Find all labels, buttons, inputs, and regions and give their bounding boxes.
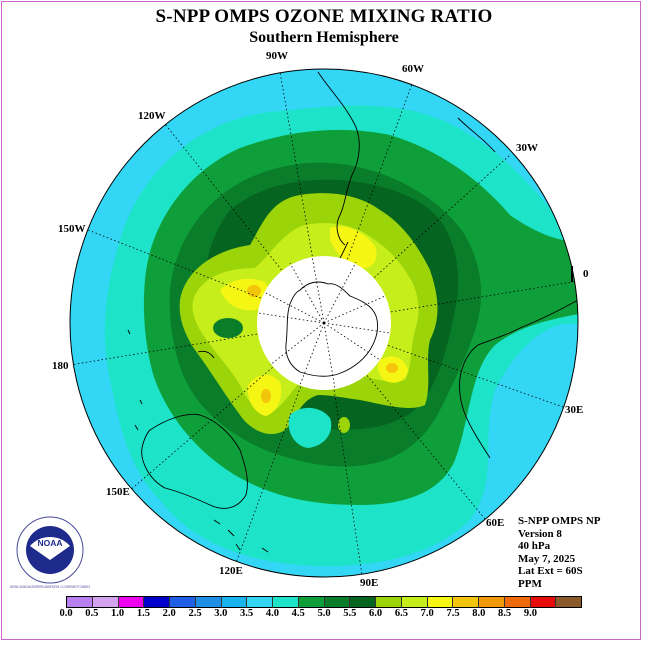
graticule — [70, 71, 578, 576]
colorbar-tick-label: 7.5 — [446, 608, 460, 619]
colorbar-swatch — [92, 597, 119, 607]
colorbar-swatch — [401, 597, 428, 607]
colorbar-swatch — [530, 597, 557, 607]
colorbar-swatch — [324, 597, 351, 607]
lon-label-120e: 120E — [219, 565, 243, 577]
colorbar-tick-label: 8.0 — [472, 608, 486, 619]
colorbar-tick-label: 0.0 — [59, 608, 73, 619]
australia-outline — [141, 413, 248, 509]
colorbar-tick-label: 8.5 — [498, 608, 512, 619]
colorbar-swatch — [67, 597, 93, 607]
colorbar-swatch — [376, 597, 402, 607]
band-7-0-a — [247, 285, 261, 297]
colorbar-swatch — [273, 597, 299, 607]
colorbar-tick-label: 3.5 — [240, 608, 254, 619]
lon-label-180: 180 — [52, 360, 69, 372]
band-7-0-c — [386, 363, 398, 373]
info-lat-ext: Lat Ext = 60S — [518, 565, 583, 577]
colorbar-swatch — [195, 597, 222, 607]
new-zealand-outline — [197, 350, 215, 359]
colorbar-swatch — [350, 597, 376, 607]
colorbar-tick-label: 4.0 — [265, 608, 279, 619]
info-block: S-NPP OMPS NP Version 8 40 hPa May 7, 20… — [518, 515, 601, 590]
colorbar — [66, 596, 582, 608]
lon-label-90e: 90E — [360, 577, 379, 589]
south-pole-marker — [322, 321, 326, 325]
lon-label-0: 0 — [583, 268, 589, 280]
colorbar-tick-label: 2.5 — [188, 608, 202, 619]
colorbar-tick-label: 3.0 — [214, 608, 228, 619]
colorbar-tick-label: 4.5 — [291, 608, 305, 619]
map-subtitle: Southern Hemisphere — [249, 29, 399, 46]
colorbar-swatch — [504, 597, 531, 607]
colorbar-swatch — [479, 597, 505, 607]
low-cell-b — [288, 407, 332, 448]
colorbar-tick-label: 0.5 — [85, 608, 99, 619]
info-level: 40 hPa — [518, 540, 551, 552]
colorbar-swatch — [221, 597, 248, 607]
colorbar-tick-label: 1.0 — [111, 608, 125, 619]
islands — [127, 329, 269, 553]
colorbar-tick-label: 6.0 — [369, 608, 383, 619]
colorbar-tick-label: 1.5 — [136, 608, 150, 619]
colorbar-swatch — [118, 597, 145, 607]
lon-label-30e: 30E — [565, 404, 584, 416]
lon-label-150w: 150W — [58, 223, 86, 235]
info-date: May 7, 2025 — [518, 552, 576, 565]
band-7-0-b — [261, 389, 271, 403]
colorbar-tick-label: 5.5 — [343, 608, 357, 619]
low-cell-a — [213, 318, 243, 338]
lon-label-60e: 60E — [486, 517, 505, 529]
band-6-5-b — [330, 226, 377, 269]
colorbar-swatch — [170, 597, 196, 607]
info-version: Version 8 — [518, 527, 562, 540]
south-america-east — [457, 117, 496, 153]
lon-label-30w: 30W — [516, 142, 538, 154]
colorbar-ticks: 0.0 0.5 1.0 1.5 2.0 2.5 3.0 3.5 4.0 4.5 5.0 5.5 6.0 6… — [59, 608, 582, 622]
colorbar-swatch — [144, 597, 170, 607]
colorbar-tick-label: 6.5 — [394, 608, 408, 619]
lon-label-90w: 90W — [266, 50, 288, 62]
colorbar-tick-label: 5.0 — [317, 608, 331, 619]
south-america-outline — [317, 71, 360, 246]
graticule-inner — [257, 255, 391, 390]
info-units: PPM — [518, 577, 542, 590]
lon-label-150e: 150E — [106, 486, 130, 498]
colorbar-swatch — [453, 597, 479, 607]
map-border — [69, 68, 579, 578]
plot-frame — [1, 1, 641, 640]
info-instrument: S-NPP OMPS NP — [518, 515, 601, 527]
africa-outline — [459, 299, 578, 459]
lon-label-120w: 120W — [138, 110, 166, 122]
colorbar-tick-label: 2.0 — [162, 608, 176, 619]
antarctica-outline — [285, 281, 379, 377]
colorbar-tick-label: 9.0 — [523, 608, 537, 619]
colorbar-swatch — [298, 597, 325, 607]
colorbar-swatch — [247, 597, 273, 607]
low-cell-c — [338, 417, 350, 433]
coastlines — [127, 71, 578, 553]
colorbar-swatch — [556, 597, 581, 607]
lon-label-60w: 60W — [402, 63, 424, 75]
colorbar-tick-label: 7.0 — [420, 608, 434, 619]
map-title: S-NPP OMPS OZONE MIXING RATIO — [155, 6, 493, 27]
colorbar-swatch — [427, 597, 454, 607]
